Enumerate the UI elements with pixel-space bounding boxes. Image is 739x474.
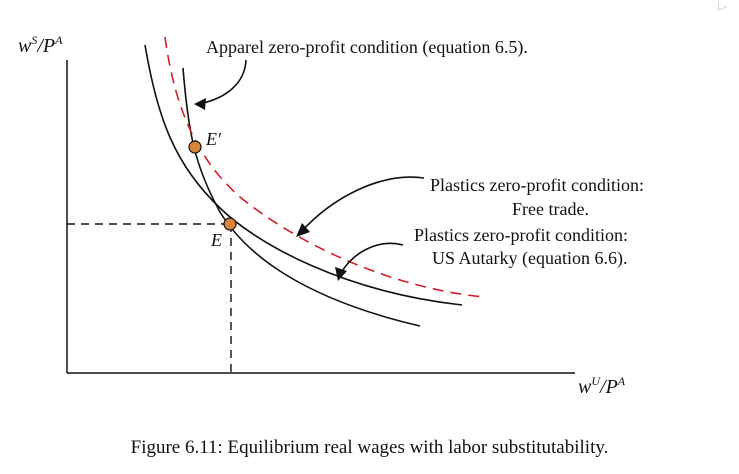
plastics-free-annotation-line2: Free trade. <box>512 199 589 219</box>
plastics-autarky-arrow <box>339 242 404 276</box>
plastics-free-annotation-line1: Plastics zero-profit condition: <box>430 175 644 195</box>
plastics-autarky-annotation-line1: Plastics zero-profit condition: <box>414 225 628 245</box>
apparel-curve <box>182 67 421 327</box>
figure-caption: Figure 6.11: Equilibrium real wages with… <box>130 437 609 458</box>
e-prime-label: E′ <box>205 129 222 149</box>
y-axis-label: wS/PA <box>18 33 63 57</box>
apparel-arrowhead <box>194 98 206 110</box>
plastics-free-arrow <box>300 176 425 233</box>
plastics-autarky-curve <box>144 44 463 306</box>
plastics-autarky-annotation-line2: US Autarky (equation 6.6). <box>432 248 627 269</box>
e-label: E <box>210 230 222 250</box>
plastics-free-trade-curve <box>164 36 486 298</box>
apparel-arrow <box>197 59 247 105</box>
x-axis-label: wU/PA <box>578 374 626 398</box>
e-prime-point <box>188 140 202 154</box>
plastics-free-arrowhead <box>296 223 310 237</box>
plastics-autarky-arrowhead <box>335 267 347 281</box>
apparel-annotation: Apparel zero-profit condition (equation … <box>206 37 528 58</box>
e-point <box>223 217 237 231</box>
